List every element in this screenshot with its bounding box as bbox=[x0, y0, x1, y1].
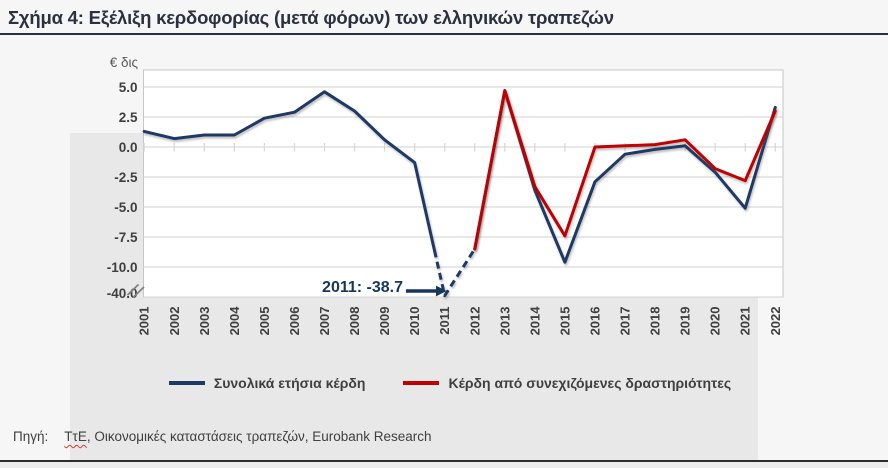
bottom-divider-line bbox=[0, 460, 888, 462]
chart-generated-layer: 5.0 2.5 0.0 -2.5 -5.0 -7.5 -10.0 -40.0 2001 2002 2… bbox=[107, 69, 784, 336]
annotation-arrow-head bbox=[436, 285, 447, 297]
x-axis-year-label: 2012 bbox=[467, 307, 482, 336]
source-org-spellcheck: ΤτΕ bbox=[64, 429, 87, 444]
series-total-annual-profits-dashed-break bbox=[433, 248, 477, 298]
y-axis-tick-label: -2.5 bbox=[114, 170, 138, 185]
x-axis-year-label: 2022 bbox=[768, 307, 783, 336]
y-axis-tick-label: -10.0 bbox=[107, 260, 138, 275]
source-note: Πηγή: ΤτΕ, Οικονομικές καταστάσεις τραπεζ… bbox=[13, 429, 432, 444]
x-axis-year-label: 2003 bbox=[197, 307, 212, 336]
x-axis-year-label: 2016 bbox=[587, 307, 602, 336]
series-continuing-operations-profits bbox=[473, 89, 777, 251]
bottom-margin-strip bbox=[0, 462, 888, 468]
y-axis-unit-label: € δις bbox=[110, 55, 139, 70]
y-axis-tick-label: 5.0 bbox=[119, 80, 138, 95]
x-axis-year-label: 2001 bbox=[137, 307, 152, 336]
x-axis-year-label: 2009 bbox=[377, 307, 392, 336]
axis-break-mark bbox=[126, 283, 140, 296]
y-axis-tick-label: 0.0 bbox=[119, 140, 138, 155]
x-axis-year-label: 2018 bbox=[648, 307, 663, 336]
y-axis-tick-label: -7.5 bbox=[114, 230, 138, 245]
continuing-operations-line-swatch bbox=[403, 381, 440, 385]
chart-legend: Συνολικά ετήσια κέρδη Κέρδη από συνεχιζό… bbox=[120, 375, 780, 391]
x-axis-year-label: 2020 bbox=[708, 307, 723, 336]
x-axis-year-label: 2007 bbox=[317, 307, 332, 336]
x-axis-year-label: 2013 bbox=[497, 307, 512, 336]
legend-label-continuing-operations: Κέρδη από συνεχιζόμενες δραστηριότητες bbox=[448, 375, 732, 391]
plot-area bbox=[143, 69, 784, 298]
total-profits-line-swatch bbox=[168, 381, 205, 385]
x-axis-year-label: 2002 bbox=[167, 307, 182, 336]
source-label: Πηγή: bbox=[13, 429, 49, 444]
x-axis-year-label: 2004 bbox=[227, 306, 242, 336]
x-axis-year-label: 2010 bbox=[407, 307, 422, 336]
legend-item-continuing-operations: Κέρδη από συνεχιζόμενες δραστηριότητες bbox=[403, 375, 731, 391]
legend-item-total-annual-profits: Συνολικά ετήσια κέρδη bbox=[168, 375, 366, 391]
annotation-2011-value: 2011: -38.7 bbox=[322, 279, 403, 296]
x-axis-year-label: 2011 bbox=[437, 307, 452, 335]
legend-label-total-annual-profits: Συνολικά ετήσια κέρδη bbox=[213, 375, 366, 391]
y-axis-tick-label: 2.5 bbox=[119, 110, 138, 125]
x-axis-year-label: 2019 bbox=[678, 307, 693, 336]
y-axis-tick-label: -5.0 bbox=[114, 200, 137, 215]
x-axis-year-label: 2008 bbox=[347, 307, 362, 336]
x-axis-year-label: 2014 bbox=[527, 306, 542, 336]
source-text: , Οικονομικές καταστάσεις τραπεζών, Euro… bbox=[86, 429, 432, 444]
y-axis-tick-label: -40.0 bbox=[107, 286, 138, 301]
x-axis-year-label: 2006 bbox=[287, 307, 302, 336]
axis-break-mark bbox=[132, 286, 145, 299]
figure-title: Σχήμα 4: Εξέλιξη κερδοφορίας (μετά φόρων… bbox=[8, 7, 614, 28]
series-total-annual-profits bbox=[142, 90, 436, 252]
title-underline bbox=[0, 33, 888, 35]
x-axis-year-label: 2005 bbox=[257, 307, 272, 336]
x-axis-year-label: 2015 bbox=[557, 307, 572, 336]
x-axis-year-label: 2021 bbox=[738, 307, 753, 336]
x-axis-year-label: 2017 bbox=[618, 307, 633, 336]
